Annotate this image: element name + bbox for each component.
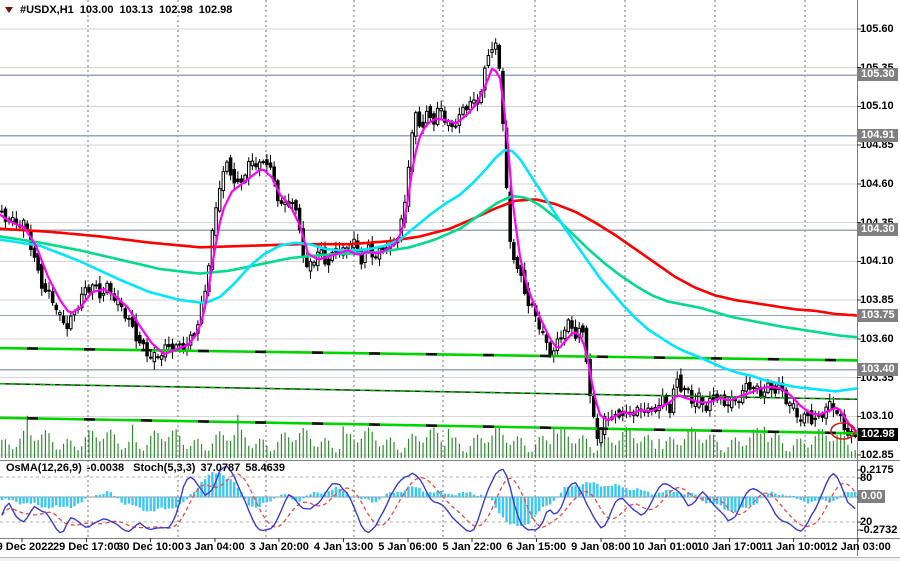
time-tick-label: 9 Jan 08:00 [571,541,631,553]
price-tick-label: 104.10 [860,255,894,268]
time-tick-label: 10 Jan 01:00 [632,541,698,553]
indicator-axis-label: 0.2175 [860,464,894,476]
indicator-axis-label: 20 [860,516,873,528]
time-tick-label: 11 Jan 10:00 [761,541,827,553]
time-tick-label: 29 Dec 17:00 [52,541,120,553]
stoch-label: Stoch(5,3,3) [133,462,196,474]
time-tick-label: 30 Dec 10:00 [117,541,184,553]
time-tick-label: 29 Dec 2022 [0,541,54,553]
indicator-axis-label: 0.00 [858,490,886,503]
time-tick-label: 5 Jan 22:00 [442,541,502,553]
current-price-label: 102.98 [858,427,898,441]
symbol-period-label: #USDX,H1 [20,4,74,16]
hline-price-label: 105.30 [858,68,898,82]
osma-label: OsMA(12,26,9) [6,462,82,474]
price-tick-label: 103.60 [860,332,894,345]
high-value: 103.13 [119,4,154,16]
time-tick-label: 6 Jan 15:00 [506,541,567,553]
hline-price-label: 104.91 [858,128,898,142]
hline-price-label: 104.30 [858,223,898,237]
open-value: 103.00 [79,4,114,16]
chart-ohlc-header: #USDX,H1 103.00 103.13 102.98 102.98 [5,4,232,16]
hline-price-label: 103.75 [858,308,898,322]
time-tick-label: 5 Jan 06:00 [378,541,438,553]
time-tick-label: 3 Jan 20:00 [249,541,309,553]
symbol-marker-icon [5,7,13,13]
stoch-d-value: 58.4639 [245,462,286,474]
price-tick-label: 105.10 [860,100,894,113]
time-tick-label: 3 Jan 04:00 [185,541,245,553]
price-tick-label: 104.60 [860,177,894,190]
hline-price-label: 103.40 [858,362,898,376]
price-tick-label: 103.10 [860,410,894,423]
indicator-header: OsMA(12,26,9) -0.0038 Stoch(5,3,3) 37.07… [6,462,285,474]
stoch-k-value: 37.0787 [200,462,241,474]
price-tick-label: 103.85 [860,294,894,306]
time-tick-label: 4 Jan 13:00 [313,541,374,553]
osma-value: -0.0038 [86,462,125,474]
price-tick-label: 102.85 [860,449,894,461]
indicator-axis-label: 80 [860,472,873,484]
low-value: 102.98 [159,4,193,16]
bottom-strip [0,557,900,561]
time-tick-label: 10 Jan 17:00 [696,541,763,553]
price-tick-label: 104.85 [860,139,894,151]
time-tick-label: 12 Jan 03:00 [825,541,891,553]
close-value: 102.98 [198,4,233,16]
indicator-axis-label: -0.2732 [860,524,898,536]
price-tick-label: 105.60 [860,22,894,35]
